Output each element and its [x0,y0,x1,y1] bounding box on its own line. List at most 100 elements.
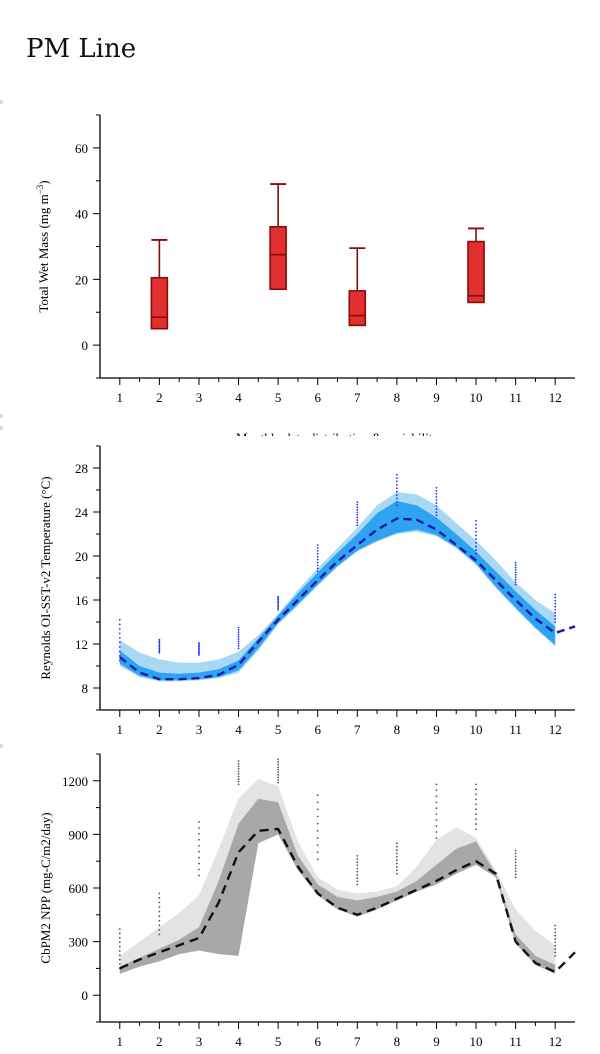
data-point [514,873,517,876]
data-point [277,603,280,605]
y-tick-label: 24 [75,505,89,520]
data-point [158,651,161,654]
data-point [475,523,477,526]
y-tick-label: 20 [75,272,88,287]
data-point [277,781,280,784]
data-point [356,511,359,514]
data-point [395,852,398,855]
data-point [316,837,319,839]
data-point [514,561,517,564]
data-point [277,758,280,761]
data-point [356,514,359,516]
x-tick-label: 1 [117,1034,124,1049]
data-point [237,770,240,773]
data-point [435,493,438,495]
data-point [475,538,477,541]
data-point [316,549,319,552]
data-point [356,861,359,864]
data-point [316,858,319,861]
x-tick-label: 5 [275,390,282,405]
data-point [395,862,398,865]
data-point [158,901,161,904]
data-point [118,655,121,657]
data-point [356,883,359,886]
data-point [554,941,557,944]
data-point [118,958,121,961]
data-point [514,852,517,855]
data-point [158,643,161,645]
data-point [395,480,398,483]
data-point [237,773,240,775]
data-point [316,558,319,561]
data-point [435,801,438,804]
data-point [475,808,477,811]
x-tick-label: 11 [509,390,522,405]
data-point [316,844,319,847]
x-tick-label: 12 [549,722,562,737]
data-point [158,638,161,641]
data-point [395,490,398,493]
data-point [356,508,359,511]
data-point [198,868,200,871]
x-tick-label: 4 [235,722,242,737]
data-point [118,950,121,952]
data-point [198,644,200,647]
data-point [475,534,477,537]
data-point [237,780,240,783]
data-point [158,915,161,918]
data-point [514,849,517,852]
data-point [554,951,557,954]
data-point [356,873,359,876]
data-point [356,877,359,879]
data-point [514,861,517,864]
data-point [475,783,477,786]
data-point [395,849,398,851]
data-point [554,927,557,930]
x-tick-label: 6 [314,390,321,405]
data-point [356,521,359,524]
x-tick-label: 12 [549,1034,562,1049]
data-point [237,778,240,781]
y-tick-label: 40 [75,207,88,222]
data-point [395,869,398,872]
y-tick-label: 8 [82,681,89,696]
data-point [198,642,200,644]
data-point [395,483,398,486]
x-tick-label: 10 [470,722,483,737]
data-point [316,555,319,558]
data-point [475,788,477,791]
data-point [435,508,438,511]
data-point [554,608,557,611]
data-point [554,602,557,605]
data-point [277,761,280,763]
data-point [118,618,121,621]
data-point [554,599,557,602]
data-point [475,818,477,821]
x-tick-label: 1 [117,390,124,405]
data-point [514,867,517,870]
data-point [277,595,280,598]
data-point [475,552,477,555]
outer-band [119,492,556,682]
data-point [395,842,398,845]
data-point [435,486,438,489]
data-point [158,919,161,922]
y-tick-label: 600 [69,881,89,896]
data-point [435,496,438,498]
x-tick-label: 4 [235,1034,242,1049]
data-point [277,606,280,608]
data-point [514,564,517,566]
data-point [198,844,200,847]
data-point [554,931,557,934]
x-tick-label: 6 [314,1034,321,1049]
y-axis-label: Reynolds OI-SST-v2 Temperature (°C) [38,476,53,679]
x-tick-label: 9 [433,1034,440,1049]
y-tick-label: 20 [75,549,88,564]
data-point [395,494,398,497]
data-point [277,604,280,607]
data-point [277,773,280,776]
data-point [158,933,161,936]
data-point [395,872,398,875]
